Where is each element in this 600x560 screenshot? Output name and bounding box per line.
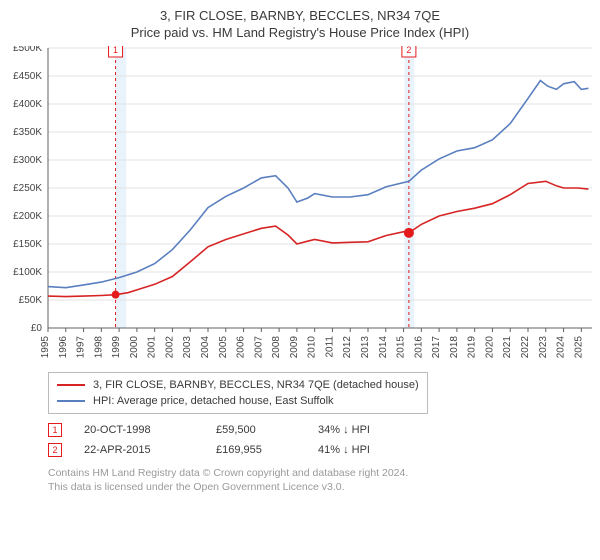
svg-text:2016: 2016 <box>413 336 424 359</box>
svg-text:2009: 2009 <box>289 336 300 359</box>
svg-text:1996: 1996 <box>58 336 69 359</box>
svg-text:1999: 1999 <box>111 336 122 359</box>
svg-text:2014: 2014 <box>378 336 389 359</box>
svg-text:2007: 2007 <box>253 336 264 359</box>
svg-text:£50K: £50K <box>19 295 43 306</box>
svg-text:1: 1 <box>113 46 118 55</box>
svg-text:2025: 2025 <box>573 336 584 359</box>
event-row: 2 22-APR-2015 £169,955 41% ↓ HPI <box>48 440 600 460</box>
svg-text:2008: 2008 <box>271 336 282 359</box>
svg-text:2011: 2011 <box>324 336 335 358</box>
title-line-1: 3, FIR CLOSE, BARNBY, BECCLES, NR34 7QE <box>0 8 600 23</box>
event-delta: 34% ↓ HPI <box>318 420 408 440</box>
svg-text:2017: 2017 <box>431 336 442 359</box>
svg-text:2002: 2002 <box>164 336 175 359</box>
event-delta: 41% ↓ HPI <box>318 440 408 460</box>
svg-text:£500K: £500K <box>13 46 42 54</box>
svg-text:2001: 2001 <box>147 336 158 359</box>
legend-label: 3, FIR CLOSE, BARNBY, BECCLES, NR34 7QE … <box>93 377 419 393</box>
svg-text:1995: 1995 <box>40 336 51 359</box>
event-row: 1 20-OCT-1998 £59,500 34% ↓ HPI <box>48 420 600 440</box>
svg-text:2003: 2003 <box>182 336 193 359</box>
legend-swatch <box>57 400 85 402</box>
svg-text:£0: £0 <box>31 323 43 334</box>
svg-text:£250K: £250K <box>13 183 42 194</box>
svg-text:2: 2 <box>406 46 411 55</box>
svg-text:2013: 2013 <box>360 336 371 359</box>
svg-text:£350K: £350K <box>13 127 42 138</box>
chart-svg: £0 £50K £100K £150K £200K £250K £300K £350K £400… <box>0 46 600 366</box>
svg-text:2019: 2019 <box>467 336 478 359</box>
svg-text:£100K: £100K <box>13 267 42 278</box>
svg-text:2004: 2004 <box>200 336 211 359</box>
svg-text:2005: 2005 <box>218 336 229 359</box>
legend: 3, FIR CLOSE, BARNBY, BECCLES, NR34 7QE … <box>48 372 428 414</box>
event-marker: 1 <box>48 423 62 437</box>
svg-text:2021: 2021 <box>502 336 513 359</box>
events-table: 1 20-OCT-1998 £59,500 34% ↓ HPI 2 22-APR-2015… <box>48 420 600 460</box>
legend-row: 3, FIR CLOSE, BARNBY, BECCLES, NR34 7QE … <box>57 377 419 393</box>
event-marker: 2 <box>48 443 62 457</box>
chart-titles: 3, FIR CLOSE, BARNBY, BECCLES, NR34 7QE … <box>0 0 600 40</box>
attribution: Contains HM Land Registry data © Crown c… <box>48 466 600 494</box>
svg-text:2018: 2018 <box>449 336 460 359</box>
attribution-line-2: This data is licensed under the Open Gov… <box>48 480 600 494</box>
svg-text:£450K: £450K <box>13 71 42 82</box>
svg-text:2012: 2012 <box>342 336 353 359</box>
event-price: £59,500 <box>216 420 296 440</box>
svg-text:2024: 2024 <box>556 336 567 359</box>
event-date: 22-APR-2015 <box>84 440 194 460</box>
event-date: 20-OCT-1998 <box>84 420 194 440</box>
svg-text:2006: 2006 <box>236 336 247 359</box>
svg-text:£200K: £200K <box>13 211 42 222</box>
svg-text:2010: 2010 <box>307 336 318 359</box>
svg-text:£400K: £400K <box>13 99 42 110</box>
event-price: £169,955 <box>216 440 296 460</box>
price-vs-hpi-chart: £0 £50K £100K £150K £200K £250K £300K £350K £400… <box>0 46 600 366</box>
legend-row: HPI: Average price, detached house, East… <box>57 393 419 409</box>
svg-text:2000: 2000 <box>129 336 140 359</box>
legend-label: HPI: Average price, detached house, East… <box>93 393 334 409</box>
title-line-2: Price paid vs. HM Land Registry's House … <box>0 25 600 40</box>
svg-text:£150K: £150K <box>13 239 42 250</box>
svg-text:1998: 1998 <box>93 336 104 359</box>
legend-swatch <box>57 384 85 386</box>
svg-text:2020: 2020 <box>484 336 495 359</box>
svg-text:2022: 2022 <box>520 336 531 359</box>
svg-text:2015: 2015 <box>396 336 407 359</box>
svg-text:1997: 1997 <box>76 336 87 359</box>
svg-text:£300K: £300K <box>13 155 42 166</box>
attribution-line-1: Contains HM Land Registry data © Crown c… <box>48 466 600 480</box>
svg-text:2023: 2023 <box>538 336 549 359</box>
